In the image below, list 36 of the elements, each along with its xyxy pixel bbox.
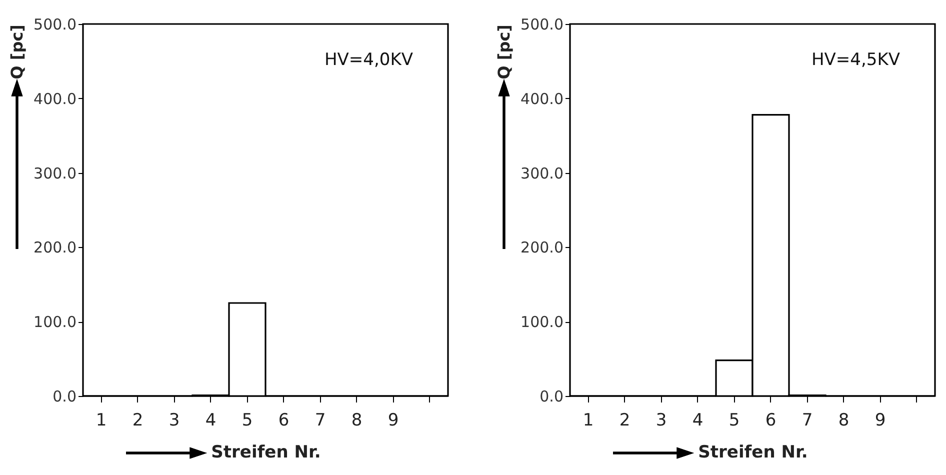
y-tick-label: 300.0 <box>520 164 564 182</box>
x-tick-label: 5 <box>728 410 740 430</box>
y-tick-label: 400.0 <box>34 90 76 108</box>
x-tick-label: 6 <box>278 410 290 430</box>
x-axis-title: Streifen Nr. <box>698 442 808 462</box>
x-tick-label: 5 <box>242 410 253 430</box>
y-tick-label: 400.0 <box>520 90 564 108</box>
x-axis-title: Streifen Nr. <box>211 442 321 462</box>
x-tick-label: 4 <box>692 410 704 430</box>
x-tick-label: 6 <box>765 410 776 430</box>
x-tick-label: 4 <box>205 410 216 430</box>
x-tick-label: 9 <box>874 410 886 430</box>
x-tick-label: 1 <box>96 410 107 430</box>
y-tick-label: 500.0 <box>520 16 564 34</box>
y-tick-label: 200.0 <box>34 238 76 257</box>
x-tick-label: 3 <box>168 410 180 430</box>
y-tick-label: 300.0 <box>34 164 76 182</box>
y-axis-title: Q [pc] <box>8 24 27 80</box>
x-tick-label: 3 <box>656 410 667 430</box>
y-tick-label: 100.0 <box>520 313 564 332</box>
x-tick-label: 7 <box>802 410 813 430</box>
y-tick-label: 100.0 <box>34 313 76 332</box>
x-tick-label: 8 <box>838 410 850 430</box>
annotation: HV=4,5KV <box>812 50 900 70</box>
x-tick-label: 2 <box>132 410 144 430</box>
x-tick-label: 8 <box>351 410 362 430</box>
x-tick-label: 7 <box>314 410 326 430</box>
y-axis-title: Q [pc] <box>494 24 514 80</box>
annotation: HV=4,0KV <box>324 50 414 70</box>
x-tick-label: 2 <box>619 410 630 430</box>
y-tick-label: 200.0 <box>520 238 564 257</box>
x-tick-label: 9 <box>388 410 399 430</box>
y-tick-label: 500.0 <box>34 16 76 34</box>
y-tick-label: 0.0 <box>540 388 564 406</box>
x-tick-label: 1 <box>582 410 594 430</box>
y-tick-label: 0.0 <box>52 388 76 406</box>
